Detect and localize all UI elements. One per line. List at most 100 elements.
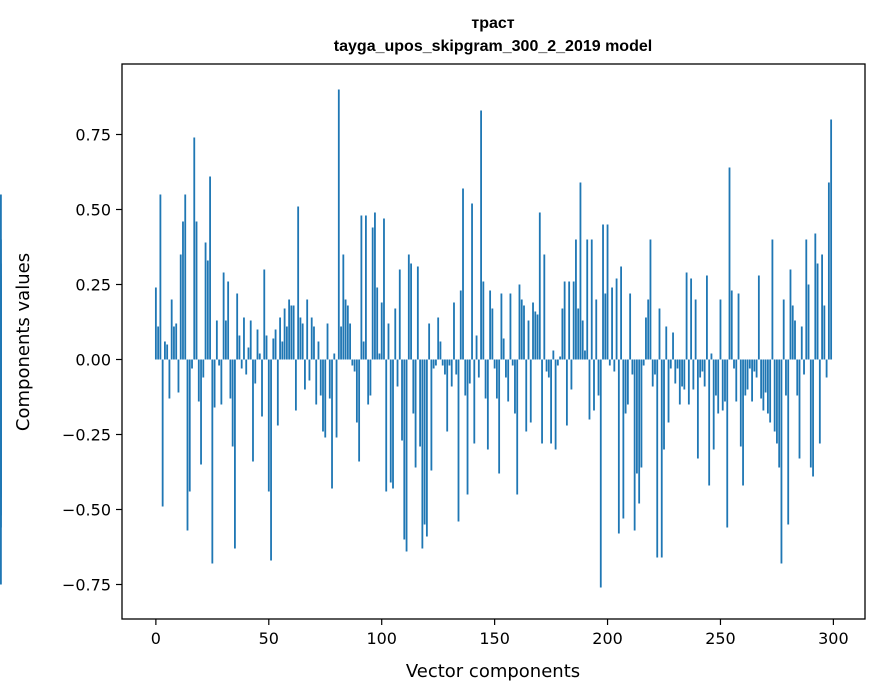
- bar: [491, 308, 494, 360]
- bar: [396, 359, 399, 387]
- bar: [827, 182, 830, 360]
- bar: [360, 215, 363, 360]
- bar: [807, 284, 810, 360]
- bar: [658, 308, 661, 360]
- x-tick-label: 250: [705, 629, 736, 648]
- bar: [523, 305, 525, 360]
- bar: [322, 359, 324, 432]
- bar: [191, 359, 193, 369]
- bar: [324, 359, 327, 438]
- bar: [173, 326, 175, 360]
- bar: [450, 359, 453, 387]
- bar: [681, 359, 683, 387]
- bar: [712, 359, 715, 450]
- bar: [715, 359, 717, 396]
- bar: [405, 359, 408, 552]
- bar: [435, 359, 437, 366]
- bar: [308, 359, 311, 381]
- bar: [154, 287, 157, 360]
- bar: [629, 293, 632, 360]
- bar: [545, 359, 548, 372]
- bar: [710, 353, 713, 360]
- bar: [561, 308, 564, 360]
- bar: [735, 359, 738, 402]
- bar: [764, 359, 767, 393]
- bar: [676, 359, 679, 369]
- bar: [575, 239, 577, 360]
- bar: [782, 299, 785, 360]
- bar: [505, 359, 507, 378]
- bar: [581, 320, 584, 360]
- bar: [602, 224, 604, 360]
- bar: [195, 221, 198, 360]
- bar: [520, 299, 523, 360]
- bar: [211, 359, 214, 564]
- bar: [276, 359, 279, 426]
- bar: [694, 299, 697, 360]
- bar: [351, 359, 354, 366]
- bar: [249, 320, 252, 360]
- bar: [516, 359, 519, 495]
- bar: [423, 359, 426, 525]
- bar: [570, 359, 573, 390]
- bar: [333, 353, 336, 360]
- bar: [0, 284, 2, 360]
- bar: [586, 239, 589, 360]
- bar: [385, 359, 388, 492]
- bar: [164, 341, 166, 360]
- bar: [611, 287, 613, 360]
- bar: [814, 233, 817, 360]
- bar: [252, 359, 254, 462]
- bar: [218, 359, 221, 366]
- bar: [527, 320, 530, 360]
- bar: [669, 359, 672, 369]
- bar: [419, 359, 422, 447]
- bar: [753, 359, 756, 372]
- y-tick-label: 0.75: [75, 126, 111, 145]
- bar: [809, 359, 812, 468]
- bar: [184, 194, 187, 360]
- bar: [626, 359, 629, 405]
- bar: [482, 281, 485, 360]
- bar: [175, 323, 178, 360]
- bar: [238, 335, 241, 360]
- bar: [349, 323, 351, 360]
- bar: [514, 359, 516, 414]
- bar: [706, 275, 708, 360]
- bar: [518, 284, 521, 360]
- bar: [798, 359, 801, 459]
- bar: [577, 308, 580, 360]
- bar: [708, 359, 711, 486]
- bar: [394, 308, 397, 360]
- bar: [771, 239, 774, 360]
- bar: [304, 359, 306, 390]
- bar: [606, 224, 609, 360]
- bar: [297, 206, 300, 360]
- bar: [642, 359, 645, 366]
- bar: [389, 359, 392, 483]
- bar: [294, 359, 297, 411]
- bar: [572, 281, 575, 360]
- bar: [511, 359, 514, 366]
- y-tick-label: −0.50: [62, 501, 111, 520]
- x-axis-ticks: 0 50 100 150 200 250 300: [151, 619, 849, 648]
- bar: [229, 359, 232, 399]
- bar: [816, 263, 819, 360]
- bar: [306, 299, 309, 360]
- x-tick-label: 200: [592, 629, 623, 648]
- bar: [209, 176, 211, 360]
- bar: [543, 254, 546, 360]
- bar: [290, 305, 293, 360]
- bar: [328, 359, 331, 399]
- bar: [721, 359, 724, 411]
- bar: [579, 182, 582, 360]
- bar: [179, 254, 182, 360]
- bar: [500, 293, 503, 360]
- bar: [414, 359, 417, 468]
- bar: [830, 119, 833, 360]
- bar: [285, 326, 288, 360]
- bar: [791, 305, 794, 360]
- bar: [739, 359, 742, 447]
- bar: [631, 359, 634, 375]
- y-tick-label: −0.25: [62, 426, 111, 445]
